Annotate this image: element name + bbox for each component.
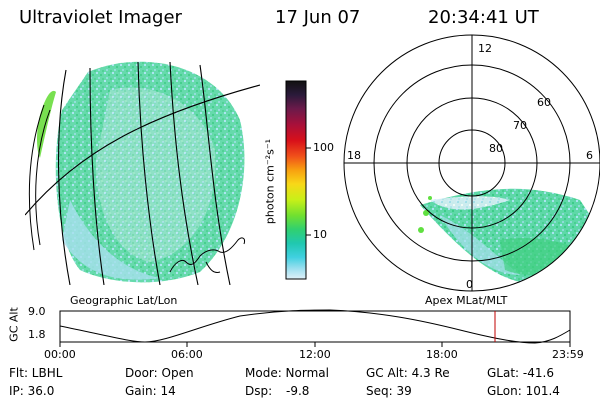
geographic-caption: Geographic Lat/Lon [70,294,178,307]
geographic-image [25,61,260,285]
mlt-6-label: 6 [586,149,593,162]
alt-tick-9: 9.0 [28,305,46,318]
status-dsp-value: -9.8 [286,384,310,398]
date-label: 17 Jun 07 [275,7,361,28]
mlt-18-label: 18 [347,149,361,162]
apex-caption: Apex MLat/MLT [425,294,508,307]
time-tick-0600: 06:00 [171,348,203,361]
status-glon: GLon: 101.4 [487,384,560,398]
time-tick-1800: 18:00 [426,348,458,361]
colorbar-unit-label: photon cm⁻²s⁻¹ [263,138,277,225]
time-label: 20:34:41 UT [428,7,539,28]
instrument-title: Ultraviolet Imager [19,7,182,28]
lat-60-label: 60 [537,96,551,109]
status-flt: Flt: LBHL [9,366,63,380]
status-ip: IP: 36.0 [9,384,55,398]
lat-70-label: 70 [513,119,527,132]
status-mode: Mode: Normal [245,366,329,380]
lat-80-label: 80 [489,142,503,155]
status-dsp-label: Dsp: [245,384,273,398]
status-gc-alt: GC Alt: 4.3 Re [366,366,450,380]
mlt-12-label: 12 [478,42,492,55]
altitude-plot [59,309,571,347]
status-gain: Gain: 14 [125,384,176,398]
colorbar-tick-10: 10 [313,228,327,241]
status-seq: Seq: 39 [366,384,412,398]
time-tick-0000: 00:00 [44,348,76,361]
gc-alt-axis-label: GC Alt [7,307,21,342]
mlt-0-label: 0 [466,278,473,291]
color-bar [285,80,307,280]
colorbar-tick-100: 100 [313,141,334,154]
alt-tick-1-8: 1.8 [28,328,46,341]
status-glat: GLat: -41.6 [487,366,554,380]
time-tick-2359: 23:59 [552,348,584,361]
time-tick-1200: 12:00 [299,348,331,361]
status-door: Door: Open [125,366,194,380]
polar-plot [343,34,600,292]
